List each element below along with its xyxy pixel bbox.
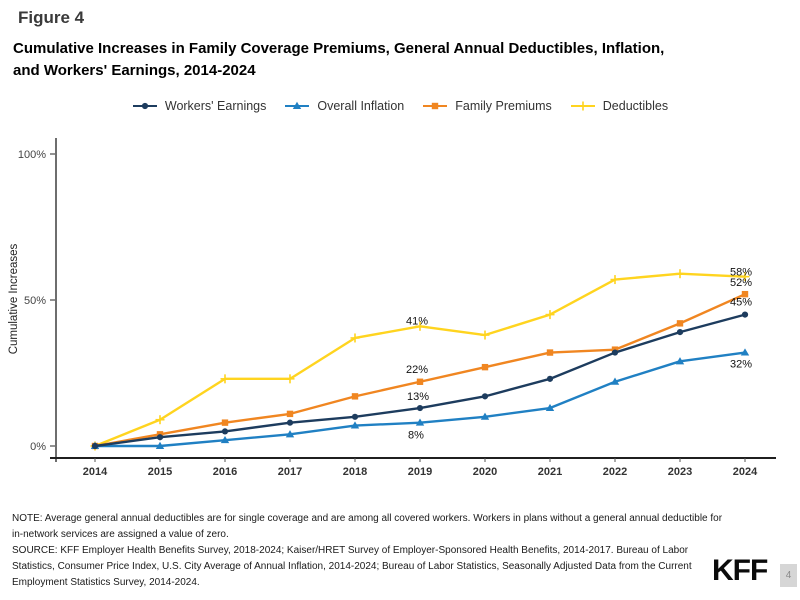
source-text: SOURCE: KFF Employer Health Benefits Sur… bbox=[12, 545, 692, 588]
triangle-marker-glyph bbox=[293, 101, 302, 109]
workers-earnings-point-marker bbox=[351, 413, 359, 420]
overall-inflation-point-marker bbox=[415, 418, 425, 426]
workers-earnings-point-marker bbox=[546, 375, 554, 382]
workers-earnings-point-marker bbox=[221, 428, 229, 435]
data-label-family-premiums-2024: 52% bbox=[730, 277, 752, 289]
overall-inflation-point-marker bbox=[220, 435, 230, 444]
data-label-deductibles-2019: 41% bbox=[406, 315, 428, 327]
square-marker-icon bbox=[423, 102, 448, 110]
workers-earnings-point-marker bbox=[741, 311, 749, 318]
workers-earnings-point-marker bbox=[286, 419, 294, 426]
overall-inflation-point-marker bbox=[610, 377, 620, 385]
family-premiums-point-marker bbox=[351, 393, 359, 400]
y-tick-label: 50% bbox=[24, 295, 46, 307]
x-tick-label: 2017 bbox=[278, 466, 302, 478]
legend-item-overall-inflation: Overall Inflation bbox=[284, 99, 404, 113]
plus-marker-icon bbox=[570, 101, 595, 111]
family-premiums-point-marker bbox=[221, 419, 229, 426]
legend-label: Overall Inflation bbox=[317, 99, 405, 113]
family-premiums-point-marker bbox=[416, 378, 424, 385]
data-label-family-premiums-2019: 22% bbox=[406, 364, 428, 376]
kff-logo: KFF bbox=[712, 554, 768, 587]
overall-inflation-point-marker bbox=[675, 357, 685, 365]
x-tick-label: 2018 bbox=[343, 466, 367, 478]
workers-earnings-point-marker bbox=[676, 329, 684, 336]
family-premiums-point-marker bbox=[546, 349, 554, 356]
workers-earnings-point-marker bbox=[481, 393, 489, 400]
chart-title-line2: and Workers' Earnings, 2014-2024 bbox=[13, 62, 256, 79]
workers-earnings-point-marker bbox=[156, 434, 164, 441]
legend-label: Deductibles bbox=[602, 99, 669, 113]
legend-item-family-premiums: Family Premiums bbox=[422, 99, 552, 113]
square-marker-glyph bbox=[432, 102, 439, 110]
family-premiums-point-marker bbox=[741, 290, 749, 298]
chart-title-line1: Cumulative Increases in Family Coverage … bbox=[13, 40, 665, 57]
family-premiums-point-marker bbox=[481, 363, 489, 371]
legend-label: Workers' Earnings bbox=[164, 99, 267, 113]
workers-earnings-point-marker bbox=[611, 349, 619, 356]
circle-marker-glyph bbox=[141, 102, 148, 110]
x-tick-label: 2015 bbox=[148, 466, 172, 478]
data-label-overall-inflation-2019: 8% bbox=[408, 430, 424, 442]
family-premiums-point-marker bbox=[286, 410, 294, 418]
x-tick-label: 2014 bbox=[83, 466, 108, 478]
chart-title: Cumulative Increases in Family Coverage … bbox=[13, 38, 664, 82]
overall-inflation-point-marker bbox=[480, 412, 490, 420]
data-label-overall-inflation-2024: 32% bbox=[730, 359, 752, 371]
note-text: NOTE: Average general annual deductibles… bbox=[12, 513, 723, 540]
legend-label: Family Premiums bbox=[455, 99, 552, 113]
data-label-deductibles-2024: 58% bbox=[730, 267, 752, 279]
figure-label: Figure 4 bbox=[18, 8, 85, 27]
page-number-badge: 4 bbox=[780, 564, 797, 587]
circle-marker-icon bbox=[132, 102, 157, 110]
overall-inflation-point-marker bbox=[350, 421, 360, 429]
legend-item-deductibles: Deductibles bbox=[570, 99, 668, 113]
x-tick-label: 2022 bbox=[603, 466, 627, 478]
legend-item-workers-earnings: Workers' Earnings bbox=[132, 99, 267, 113]
overall-inflation-point-marker bbox=[740, 348, 750, 356]
y-tick-label: 0% bbox=[30, 441, 46, 453]
triangle-marker-icon bbox=[285, 101, 310, 109]
x-tick-label: 2024 bbox=[733, 466, 758, 478]
workers-earnings-point-marker bbox=[91, 442, 99, 450]
workers-earnings-point-marker bbox=[416, 404, 424, 412]
x-tick-label: 2019 bbox=[408, 466, 432, 478]
overall-inflation-point-marker bbox=[285, 430, 295, 438]
overall-inflation-point-marker bbox=[155, 441, 165, 449]
overall-inflation-point-marker bbox=[545, 403, 555, 412]
x-tick-label: 2021 bbox=[538, 466, 562, 478]
data-label-workers-earnings-2019: 13% bbox=[407, 391, 429, 403]
data-label-workers-earnings-2024: 45% bbox=[730, 297, 752, 309]
legend: Workers' Earnings Overall Inflation Family… bbox=[0, 99, 800, 113]
y-tick-label: 100% bbox=[18, 149, 46, 161]
family-premiums-point-marker bbox=[676, 320, 684, 327]
x-tick-label: 2023 bbox=[668, 466, 692, 478]
x-tick-label: 2020 bbox=[473, 466, 497, 478]
x-tick-label: 2016 bbox=[213, 466, 237, 478]
